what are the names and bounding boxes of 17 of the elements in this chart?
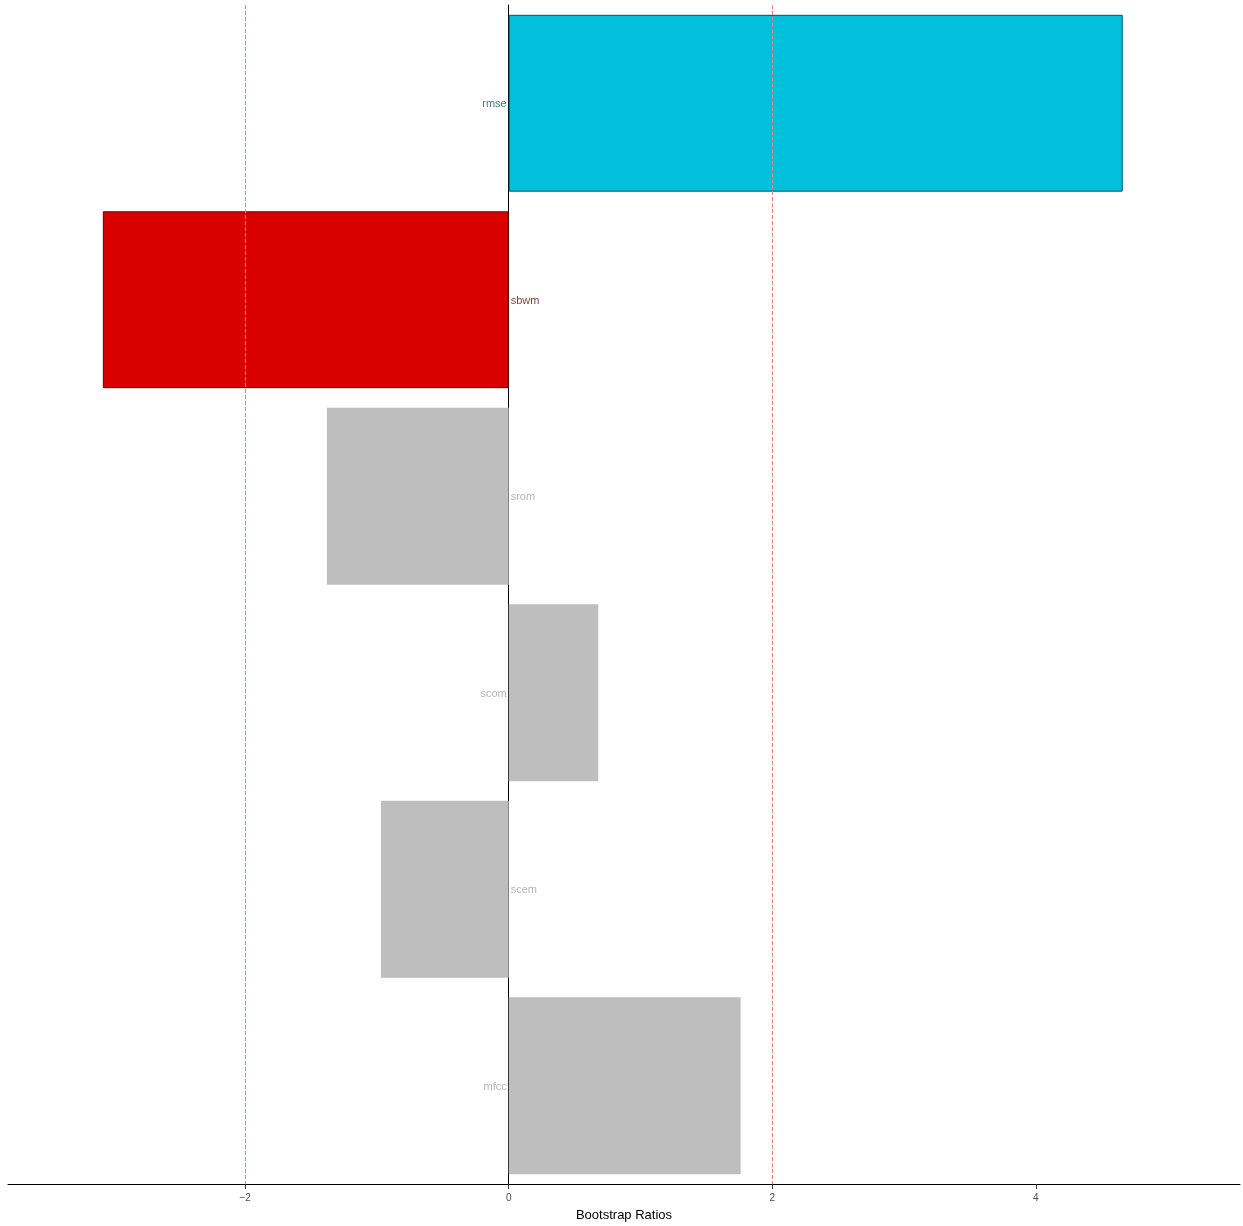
bar: [508, 14, 1123, 192]
y-tick-label: sbwm: [510, 293, 540, 306]
bar: [326, 407, 509, 585]
x-tick-label: 0: [505, 1191, 512, 1203]
y-tick-label: srom: [510, 490, 536, 503]
x-axis-title: Bootstrap Ratios: [575, 1207, 673, 1222]
y-tick-label: scem: [510, 883, 537, 896]
x-tick-label: −2: [239, 1191, 252, 1203]
bar: [508, 604, 599, 782]
y-tick-label: rmse: [482, 97, 507, 110]
x-tick-label: 4: [1032, 1191, 1039, 1203]
bar: [508, 997, 741, 1175]
x-tick-label: 2: [769, 1191, 776, 1203]
y-tick-label: mfcc: [483, 1079, 508, 1092]
bar: [380, 800, 509, 978]
y-tick-label: scom: [480, 686, 507, 699]
bar: [102, 211, 509, 389]
